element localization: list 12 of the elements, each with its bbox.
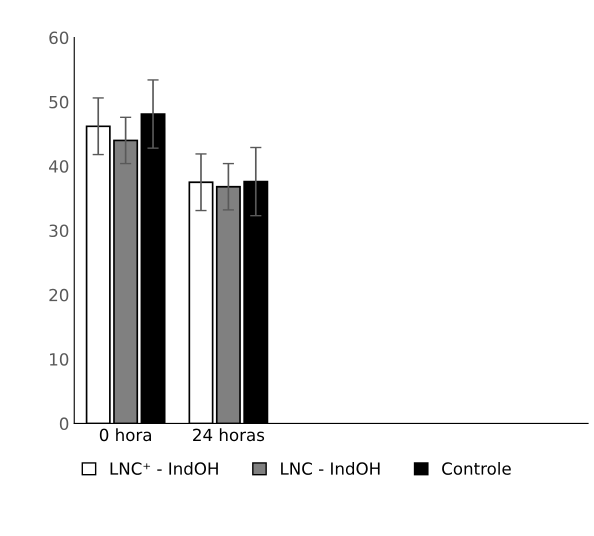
y-tick-label: 60 — [49, 31, 68, 44]
x-tick-label: 0 hora — [100, 428, 151, 442]
y-tick-label: 20 — [49, 288, 68, 302]
y-tick-label: 40 — [48, 160, 68, 173]
legend-label: LNC⁺ - IndOH — [110, 462, 218, 475]
x-tick-label: 24 horas — [193, 428, 264, 442]
y-tick-label: 0 — [60, 417, 68, 430]
y-tick-label: 30 — [49, 224, 68, 238]
legend-label: Controle — [442, 462, 511, 475]
y-tick-label: 50 — [49, 96, 68, 108]
legend-label: LNC - IndOH — [281, 462, 380, 475]
y-tick-label: 10 — [50, 353, 68, 366]
